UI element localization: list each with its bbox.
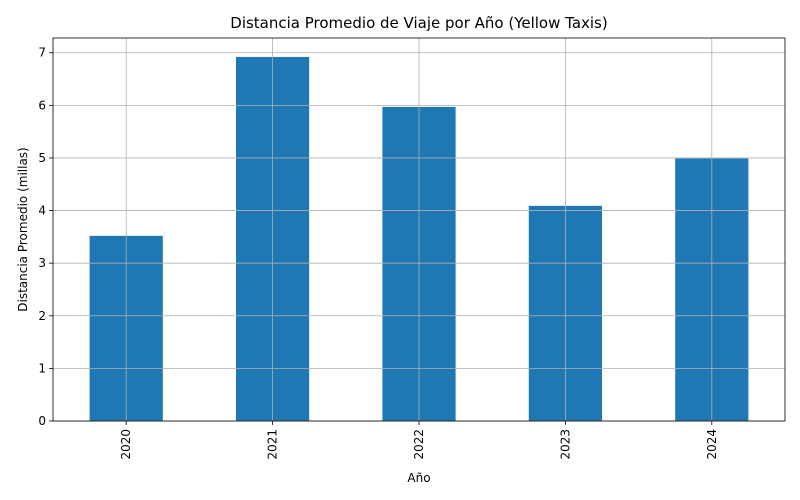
y-tick-label: 2 <box>38 309 46 323</box>
x-axis-label: Año <box>407 471 430 485</box>
x-tick-label: 2024 <box>705 429 719 460</box>
y-tick-label: 3 <box>38 256 46 270</box>
y-tick-label: 4 <box>38 204 46 218</box>
x-tick-label: 2020 <box>119 429 133 460</box>
chart-title: Distancia Promedio de Viaje por Año (Yel… <box>230 14 607 32</box>
y-tick-label: 1 <box>38 361 46 375</box>
grid <box>53 38 785 422</box>
y-tick-label: 5 <box>38 151 46 165</box>
x-tick-label: 2022 <box>412 429 426 460</box>
x-tick-label: 2021 <box>266 429 280 460</box>
y-tick-label: 0 <box>38 414 46 428</box>
x-tick-label: 2023 <box>558 429 572 460</box>
axes: 0 1 2 3 4 5 6 7 2020 2021 2022 2023 2024 <box>38 46 718 460</box>
y-tick-label: 6 <box>38 98 46 112</box>
y-tick-label: 7 <box>38 46 46 60</box>
plot-frame <box>52 37 786 422</box>
y-axis-label: Distancia Promedio (millas) <box>16 147 30 311</box>
